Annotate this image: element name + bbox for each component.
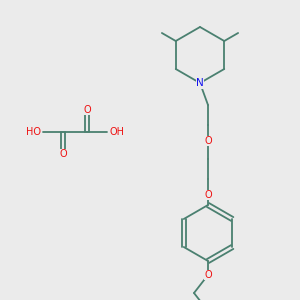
Text: O: O [59, 149, 67, 159]
Text: O: O [83, 105, 91, 115]
Text: O: O [204, 136, 212, 146]
Text: N: N [196, 78, 204, 88]
Text: OH: OH [109, 127, 124, 137]
Text: HO: HO [26, 127, 41, 137]
Text: O: O [204, 190, 212, 200]
Text: O: O [204, 270, 212, 280]
